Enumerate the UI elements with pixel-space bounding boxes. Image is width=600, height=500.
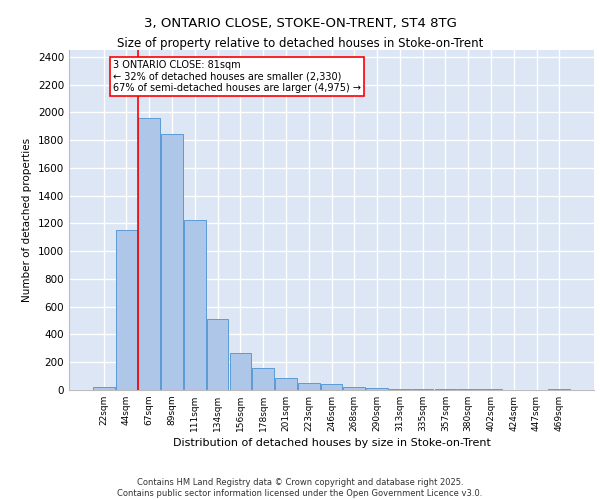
- Bar: [298, 383, 320, 390]
- Bar: [139, 118, 160, 390]
- Text: 3, ONTARIO CLOSE, STOKE-ON-TRENT, ST4 8TG: 3, ONTARIO CLOSE, STOKE-ON-TRENT, ST4 8T…: [143, 18, 457, 30]
- Bar: [207, 318, 229, 390]
- Bar: [253, 368, 274, 390]
- Bar: [230, 352, 251, 390]
- Text: Size of property relative to detached houses in Stoke-on-Trent: Size of property relative to detached ho…: [117, 38, 483, 51]
- X-axis label: Distribution of detached houses by size in Stoke-on-Trent: Distribution of detached houses by size …: [173, 438, 490, 448]
- Bar: [93, 386, 115, 390]
- Bar: [343, 386, 365, 390]
- Bar: [161, 134, 183, 390]
- Text: 3 ONTARIO CLOSE: 81sqm
← 32% of detached houses are smaller (2,330)
67% of semi-: 3 ONTARIO CLOSE: 81sqm ← 32% of detached…: [113, 60, 361, 93]
- Y-axis label: Number of detached properties: Number of detached properties: [22, 138, 32, 302]
- Bar: [366, 388, 388, 390]
- Text: Contains HM Land Registry data © Crown copyright and database right 2025.
Contai: Contains HM Land Registry data © Crown c…: [118, 478, 482, 498]
- Bar: [116, 230, 137, 390]
- Bar: [389, 388, 410, 390]
- Bar: [320, 384, 343, 390]
- Bar: [184, 220, 206, 390]
- Bar: [275, 378, 297, 390]
